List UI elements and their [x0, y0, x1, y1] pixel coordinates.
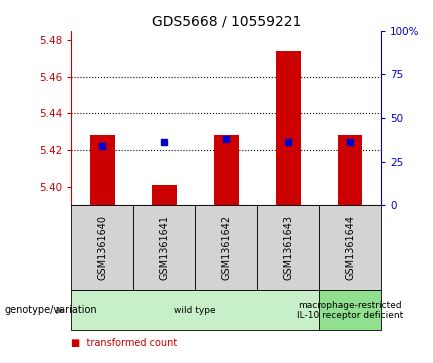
Text: genotype/variation: genotype/variation: [4, 305, 97, 315]
Text: GSM1361640: GSM1361640: [97, 215, 107, 280]
Text: GSM1361642: GSM1361642: [221, 215, 231, 280]
Bar: [257, 205, 319, 290]
Bar: [133, 205, 195, 290]
Bar: [152, 185, 177, 205]
Text: wild type: wild type: [174, 306, 216, 315]
Bar: [214, 135, 239, 205]
Text: GSM1361643: GSM1361643: [283, 215, 293, 280]
Text: GSM1361641: GSM1361641: [159, 215, 169, 280]
Bar: [195, 205, 257, 290]
Bar: [90, 135, 115, 205]
Bar: [276, 51, 301, 205]
Bar: [71, 290, 319, 330]
Text: GSM1361644: GSM1361644: [345, 215, 355, 280]
Text: macrophage-restricted
IL-10 receptor deficient: macrophage-restricted IL-10 receptor def…: [297, 301, 403, 320]
Bar: [319, 205, 381, 290]
Title: GDS5668 / 10559221: GDS5668 / 10559221: [152, 14, 301, 28]
Bar: [71, 205, 133, 290]
Text: ■  transformed count: ■ transformed count: [71, 338, 178, 348]
Bar: [319, 290, 381, 330]
Bar: [338, 135, 362, 205]
